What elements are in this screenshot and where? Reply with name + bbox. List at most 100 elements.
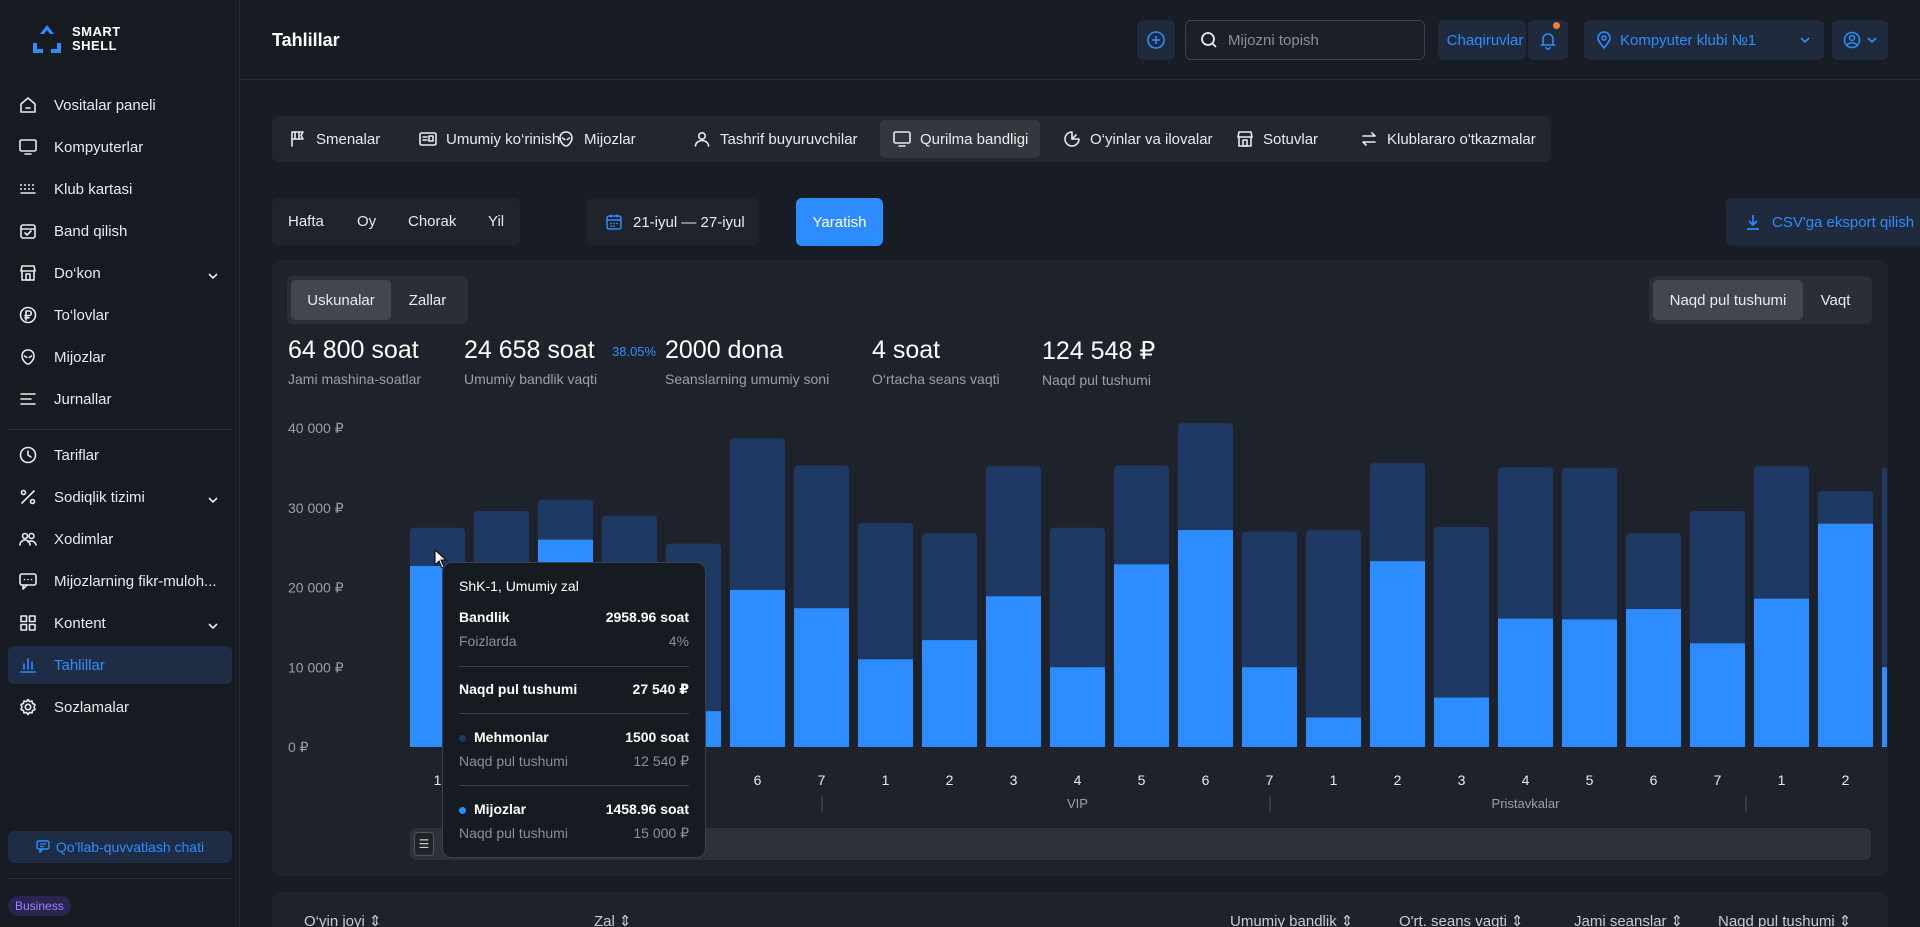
x-tick-label: 1 xyxy=(1778,772,1786,788)
sidebar-item-xodimlar[interactable]: Xodimlar xyxy=(8,520,232,558)
sidebar-item-kompyuterlar[interactable]: Kompyuterlar xyxy=(8,128,232,166)
tab-5[interactable]: Qurilma bandligi xyxy=(880,120,1041,158)
column-header-revenue[interactable]: Naqd pul tushumi ⇕ xyxy=(1718,912,1851,927)
tab-4[interactable]: Tashrif buyuruvchilar xyxy=(680,120,870,158)
store-icon xyxy=(18,263,38,283)
csv-export-button[interactable]: CSV'ga eksport qilish xyxy=(1726,198,1920,246)
bar-segment-clients[interactable] xyxy=(794,608,849,747)
bar-segment-clients[interactable] xyxy=(858,659,913,747)
sidebar-item-vositalar-paneli[interactable]: Vositalar paneli xyxy=(8,86,232,124)
bar-segment-clients[interactable] xyxy=(1178,530,1233,747)
bar-segment-clients[interactable] xyxy=(1434,697,1489,747)
sidebar-item-band-qilish[interactable]: Band qilish xyxy=(8,212,232,250)
period-quarter[interactable]: Chorak xyxy=(408,213,457,230)
bar-segment-clients[interactable] xyxy=(1498,618,1553,747)
column-header-hall[interactable]: Zal ⇕ xyxy=(594,912,631,927)
stat-label: Seanslarning umumiy soni xyxy=(665,371,830,387)
bar-segment-clients[interactable] xyxy=(1626,609,1681,747)
toggle-revenue[interactable]: Naqd pul tushumi xyxy=(1653,280,1803,320)
bar-segment-clients[interactable] xyxy=(730,589,785,747)
logo-line1: SMART xyxy=(72,24,121,39)
sidebar-item-tariflar[interactable]: Tariflar xyxy=(8,436,232,474)
bar-segment-clients[interactable] xyxy=(1882,667,1920,747)
flag-icon xyxy=(288,129,308,149)
sidebar-item-klub-kartasi[interactable]: Klub kartasi xyxy=(8,170,232,208)
support-chat-button[interactable]: Qo'llab-quvvatlash chati xyxy=(8,831,232,863)
tab-3[interactable]: Mijozlar xyxy=(544,120,648,158)
bar-segment-clients[interactable] xyxy=(1370,561,1425,747)
profile-button[interactable] xyxy=(1832,20,1888,60)
column-header-sessions[interactable]: Jami seanslar ⇕ xyxy=(1574,912,1683,927)
toggle-equipment[interactable]: Uskunalar xyxy=(291,280,391,320)
column-label: Zal xyxy=(594,912,615,927)
bar-segment-clients[interactable] xyxy=(1818,523,1873,747)
sidebar-item-mijozlarning-fikr-muloh[interactable]: Mijozlarning fikr-muloh... xyxy=(8,562,232,600)
sidebar-item-label: Tahlillar xyxy=(54,656,105,674)
create-button[interactable]: Yaratish xyxy=(796,198,883,246)
date-range-picker[interactable]: 21-iyul — 27-iyul xyxy=(587,198,759,246)
tab-label: Mijozlar xyxy=(584,130,636,148)
gamepad-icon xyxy=(1062,129,1082,149)
club-select[interactable]: Kompyuter klubi №1 xyxy=(1584,20,1824,60)
sidebar-item-sodiqlik-tizimi[interactable]: Sodiqlik tizimi xyxy=(8,478,232,516)
search-icon xyxy=(1201,32,1217,48)
period-week[interactable]: Hafta xyxy=(288,213,324,230)
y-tick-label: 40 000 ₽ xyxy=(288,420,344,436)
column-header-place[interactable]: O‘yin joyi ⇕ xyxy=(304,912,381,927)
tooltip-occupancy-label: Bandlik xyxy=(459,609,510,625)
bar-segment-clients[interactable] xyxy=(986,596,1041,747)
sidebar-item-sozlamalar[interactable]: Sozlamalar xyxy=(8,688,232,726)
sidebar-item-do-kon[interactable]: Do‘kon xyxy=(8,254,232,292)
x-tick-label: 2 xyxy=(1842,772,1850,788)
tab-6[interactable]: O‘yinlar va ilovalar xyxy=(1050,120,1225,158)
bar-segment-clients[interactable] xyxy=(1114,564,1169,747)
sidebar-item-to-lovlar[interactable]: To‘lovlar xyxy=(8,296,232,334)
tab-1[interactable]: Smenalar xyxy=(276,120,392,158)
toggle-halls[interactable]: Zallar xyxy=(408,291,447,309)
sidebar-item-tahlillar[interactable]: Tahlillar xyxy=(8,646,232,684)
bar-segment-clients[interactable] xyxy=(1050,667,1105,747)
tooltip-percent-value: 4% xyxy=(668,633,689,649)
tab-label: Umumiy ko‘rinish xyxy=(446,130,561,148)
sort-icon: ⇕ xyxy=(368,913,382,927)
bar-segment-clients[interactable] xyxy=(1690,643,1745,747)
tab-8[interactable]: Klublararo o'tkazmalar xyxy=(1347,120,1548,158)
bar-segment-clients[interactable] xyxy=(1306,717,1361,747)
tab-7[interactable]: Sotuvlar xyxy=(1223,120,1330,158)
tooltip-percent-row: Foizlarda 4% xyxy=(459,633,689,649)
bar-segment-clients[interactable] xyxy=(1754,598,1809,747)
sidebar-item-jurnallar[interactable]: Jurnallar xyxy=(8,380,232,418)
bar-segment-guests[interactable] xyxy=(1434,526,1489,747)
view-toggle: Uskunalar Zallar xyxy=(287,276,468,324)
sort-icon: ⇕ xyxy=(1340,913,1354,927)
tab-label: O‘yinlar va ilovalar xyxy=(1090,130,1213,148)
apps-icon xyxy=(18,613,38,633)
tab-2[interactable]: Umumiy ko‘rinish xyxy=(406,120,572,158)
scrollbar-handle[interactable]: ☰ xyxy=(414,832,434,856)
tooltip-clients-revenue-label: Naqd pul tushumi xyxy=(459,825,568,841)
bar-segment-guests[interactable] xyxy=(1306,530,1361,747)
sidebar-item-label: Kontent xyxy=(54,614,106,632)
period-month[interactable]: Oy xyxy=(357,213,377,230)
chevron-down-icon xyxy=(208,616,218,633)
add-button[interactable] xyxy=(1137,20,1175,60)
stat-value: 2000 dona xyxy=(665,336,784,364)
stat-sessions: 2000 dona Seanslarning umumiy soni xyxy=(665,336,829,387)
guests-dot xyxy=(459,734,466,742)
bar-segment-clients[interactable] xyxy=(1562,619,1617,747)
bar-segment-clients[interactable] xyxy=(922,640,977,747)
sidebar-item-mijozlar[interactable]: Mijozlar xyxy=(8,338,232,376)
search-input[interactable] xyxy=(1228,31,1418,49)
tooltip-guests-value: 1500 soat xyxy=(625,729,689,745)
sidebar-item-kontent[interactable]: Kontent xyxy=(8,604,232,642)
bar-segment-guests[interactable] xyxy=(1882,467,1920,747)
period-year[interactable]: Yil xyxy=(488,213,505,230)
column-header-occupancy[interactable]: Umumiy bandlik ⇕ xyxy=(1230,912,1353,927)
toggle-time[interactable]: Vaqt xyxy=(1820,291,1851,309)
notifications-button[interactable] xyxy=(1528,20,1568,60)
column-header-avg-session[interactable]: O'rt. seans vaqti ⇕ xyxy=(1399,912,1524,927)
search-field[interactable] xyxy=(1185,20,1425,60)
bar-segment-clients[interactable] xyxy=(1242,667,1297,747)
logo[interactable]: SMART SHELL xyxy=(30,22,121,56)
calls-button[interactable]: Chaqiruvlar xyxy=(1438,20,1526,60)
